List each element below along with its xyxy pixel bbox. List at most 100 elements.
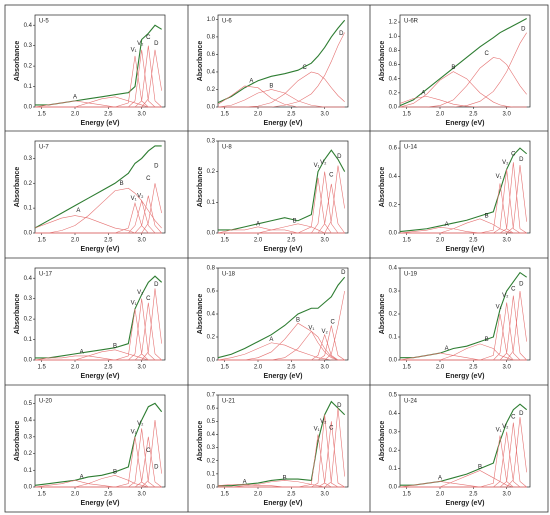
peak-label: B	[485, 337, 489, 343]
y-tick-label: 1.0	[389, 34, 398, 40]
peak-label: A	[80, 475, 84, 481]
component-line	[35, 428, 162, 488]
y-tick-label: 0.3	[389, 289, 398, 295]
chart-panel: 0.0 0.1 0.2 0.3 0.4 1.5 2.0 2.5 3.0 Energy (eV) Ab…	[379, 266, 531, 380]
x-tick-label: 2.0	[436, 238, 445, 244]
y-tick-label: 0.4	[389, 174, 398, 180]
sample-label: U-7	[39, 145, 49, 151]
y-tick-label: 0.8	[207, 266, 216, 272]
chart-panel: 0.0 0.1 0.2 0.3 0.4 1.5 2.0 2.5 3.0 Energy (eV) Ab…	[14, 267, 166, 380]
peak-label: V₁	[131, 300, 137, 306]
x-tick-label: 1.5	[37, 238, 46, 244]
peak-label: C	[302, 65, 307, 71]
peak-label: B	[113, 343, 117, 349]
y-tick-label: 0.7	[207, 393, 216, 399]
peak-label: V₂	[137, 193, 144, 199]
plot-frame	[217, 394, 349, 488]
component-line	[400, 32, 527, 108]
peak-label: D	[521, 27, 526, 33]
peak-label: V₁	[314, 427, 320, 433]
y-axis-label: Absorbance	[14, 167, 21, 208]
peak-label: V₁	[314, 163, 320, 169]
y-tick-label: 0.2	[24, 64, 33, 70]
y-tick-label: 0.2	[207, 335, 216, 341]
peak-label: B	[283, 475, 287, 481]
peak-label: C	[511, 415, 516, 421]
y-tick-label: 0.1	[24, 206, 33, 212]
y-axis-label: Absorbance	[197, 294, 204, 335]
y-tick-label: 0.6	[389, 146, 398, 152]
y-tick-label: 0.1	[24, 468, 33, 474]
component-line	[399, 96, 527, 108]
x-tick-label: 2.5	[469, 365, 478, 371]
peak-label: V₂	[137, 421, 144, 427]
peak-label: B	[120, 181, 124, 187]
x-tick-label: 2.0	[436, 112, 445, 118]
y-tick-label: 0.1	[207, 471, 216, 477]
y-tick-label: 0.0	[24, 105, 33, 111]
sample-label: U-14	[404, 145, 418, 151]
y-tick-label: 0.3	[389, 429, 398, 435]
peak-label: V₂	[502, 293, 509, 299]
peak-label: V₂	[321, 329, 328, 335]
x-tick-label: 2.0	[254, 112, 263, 118]
x-tick-label: 2.0	[71, 492, 80, 498]
component-line	[218, 71, 345, 108]
chart-panel: 0.0 0.1 0.2 0.3 0.4 0.5 1.5 2.0 2.5 3.0 Energy (eV…	[14, 394, 166, 507]
component-line	[399, 71, 527, 108]
component-line	[218, 165, 345, 234]
peak-label: V₁	[131, 196, 137, 202]
spectrum-line	[35, 275, 163, 359]
component-line	[218, 290, 345, 361]
y-tick-label: 0.3	[24, 296, 33, 302]
y-tick-label: 0.3	[24, 43, 33, 49]
component-line	[400, 169, 527, 234]
y-axis-label: Absorbance	[14, 421, 21, 462]
x-tick-label: 2.5	[469, 238, 478, 244]
y-tick-label: 0.4	[207, 432, 216, 438]
sample-label: U-5	[39, 19, 49, 25]
x-tick-label: 1.5	[220, 492, 229, 498]
x-tick-label: 2.5	[287, 238, 296, 244]
y-tick-label: 1.0	[207, 17, 216, 23]
plot-frame	[217, 14, 349, 108]
spectrum-line	[218, 149, 346, 231]
spectrum-line	[34, 402, 163, 486]
y-tick-label: 0.3	[24, 434, 33, 440]
peak-label: B	[293, 218, 297, 224]
y-tick-label: 0.0	[389, 358, 398, 364]
y-tick-label: 0.5	[24, 401, 33, 407]
component-line	[35, 202, 162, 234]
peak-label: C	[146, 296, 151, 302]
peak-label: D	[519, 157, 524, 163]
y-tick-label: 0.0	[389, 485, 398, 491]
component-line	[400, 302, 527, 361]
peak-label: A	[80, 349, 84, 355]
sample-label: U-6	[222, 19, 232, 25]
sample-label: U-24	[404, 399, 418, 405]
peak-label: V₂	[137, 41, 144, 47]
x-tick-label: 2.5	[104, 365, 113, 371]
spectrum-line	[217, 276, 346, 359]
y-tick-label: 0.3	[207, 445, 216, 451]
peak-label: V₁	[308, 325, 314, 331]
x-axis-label: Energy (eV)	[446, 120, 485, 127]
peak-label: V₂	[502, 424, 509, 430]
x-axis-label: Energy (eV)	[446, 373, 485, 380]
peak-label: C	[146, 176, 151, 182]
chart-panel: 0.0 0.2 0.4 0.6 0.8 1.5 2.0 2.5 3.0 Energy (eV) Ab…	[197, 266, 349, 380]
x-tick-label: 3.0	[137, 365, 146, 371]
plot-frame	[399, 14, 531, 108]
chart-panel: 0.0 0.1 0.2 0.3 0.4 0.5 0.6 0.7 1.5 2.0 2.5 3.0 Ener…	[197, 393, 349, 507]
peak-label: D	[339, 31, 344, 37]
y-tick-label: 0.6	[389, 62, 398, 68]
component-line	[218, 408, 345, 488]
y-axis-label: Absorbance	[379, 294, 386, 335]
x-tick-label: 2.5	[287, 112, 296, 118]
sample-label: U-6R	[404, 19, 419, 25]
peak-label: A	[445, 346, 449, 352]
component-line	[400, 431, 527, 488]
peak-label: A	[73, 94, 77, 100]
x-tick-label: 3.0	[137, 492, 146, 498]
